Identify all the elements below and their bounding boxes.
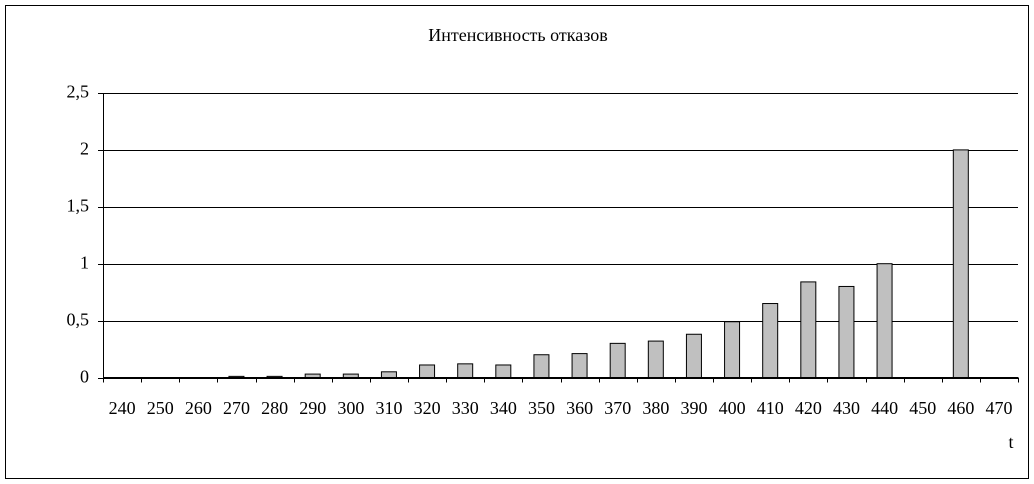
x-tick-label: 300 <box>337 398 364 418</box>
x-tick-label: 400 <box>719 398 746 418</box>
bar <box>762 303 779 378</box>
x-tick-label: 370 <box>604 398 631 418</box>
x-tick-label: 360 <box>566 398 593 418</box>
x-tick-label: 270 <box>223 398 250 418</box>
bar <box>533 354 550 378</box>
x-tick-label: 420 <box>795 398 822 418</box>
bar <box>457 363 474 378</box>
bar <box>685 333 702 379</box>
x-tick-label: 440 <box>871 398 898 418</box>
x-axis-label: t <box>1008 432 1013 452</box>
x-tick-label: 310 <box>375 398 402 418</box>
y-tick-label: 0 <box>80 367 89 387</box>
x-tick-label: 410 <box>757 398 784 418</box>
y-tick-label: 2,5 <box>67 82 90 102</box>
x-tick-label: 460 <box>947 398 974 418</box>
x-tick-label: 470 <box>985 398 1012 418</box>
bar <box>609 342 626 378</box>
bar <box>800 281 817 378</box>
bar <box>838 285 855 378</box>
x-tick-label: 390 <box>680 398 707 418</box>
y-tick-label: 1,5 <box>67 196 90 216</box>
x-tick-label: 290 <box>299 398 326 418</box>
x-tick-label: 380 <box>642 398 669 418</box>
y-tick-label: 2 <box>80 139 89 159</box>
x-tick-label: 430 <box>833 398 860 418</box>
x-tick-label: 330 <box>452 398 479 418</box>
x-tick-label: 320 <box>414 398 441 418</box>
y-tick-label: 0,5 <box>67 310 90 330</box>
bar <box>380 371 397 378</box>
bar <box>647 340 664 379</box>
chart-title: Интенсивность отказов <box>428 25 607 45</box>
bar <box>495 364 512 378</box>
chart-border <box>5 5 1029 479</box>
x-tick-label: 340 <box>490 398 517 418</box>
bar <box>876 263 893 379</box>
y-tick-label: 1 <box>80 253 89 273</box>
x-tick-label: 350 <box>528 398 555 418</box>
x-tick-label: 240 <box>109 398 136 418</box>
bar <box>342 373 359 378</box>
bar <box>228 375 245 378</box>
bar <box>419 364 436 378</box>
x-tick-label: 250 <box>147 398 174 418</box>
bar <box>266 375 283 378</box>
x-tick-label: 280 <box>261 398 288 418</box>
x-tick-label: 260 <box>185 398 212 418</box>
bar <box>952 149 969 378</box>
bar <box>724 321 741 379</box>
bar <box>571 353 588 378</box>
x-tick-label: 450 <box>909 398 936 418</box>
bar <box>304 373 321 378</box>
